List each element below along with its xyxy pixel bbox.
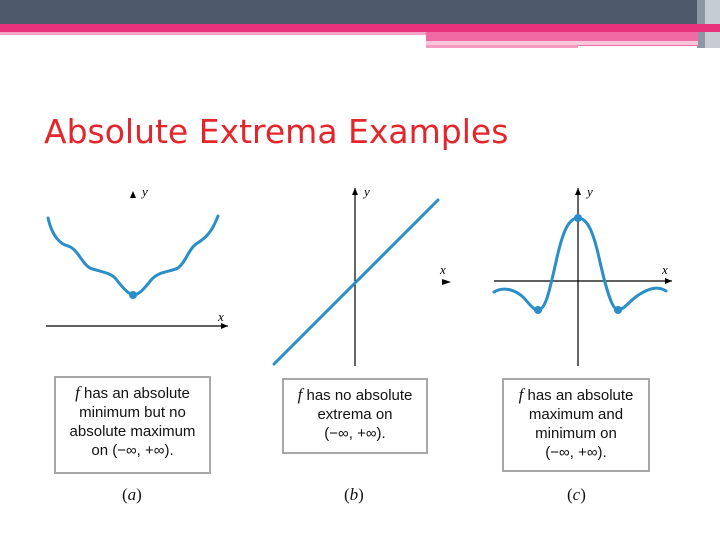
graph-c-max-point (574, 214, 582, 222)
graph-a: y x (46, 184, 228, 329)
caption-b-line-2: extrema on (317, 406, 393, 423)
graph-b-line (272, 198, 440, 366)
caption-c: f has an absolute maximum and minimum on… (502, 378, 650, 472)
caption-c-line-2: maximum and (528, 406, 624, 423)
graph-b-x-label: x (439, 262, 446, 277)
graph-b-x-arrow (442, 279, 451, 285)
accent-band (0, 24, 720, 32)
graph-a-curve (46, 214, 220, 297)
caption-a: f has an absolute minimum but no absolut… (54, 376, 211, 474)
caption-a-function: f (75, 383, 80, 402)
caption-a-line-4: on (−∞, +∞). (91, 442, 174, 459)
caption-c-function: f (518, 385, 524, 404)
label-a: (a) (122, 485, 142, 504)
graph-a-min-point (129, 291, 137, 299)
graph-a-y-label: y (140, 184, 148, 199)
accent-segment-highlight (426, 41, 698, 45)
graph-a-y-arrow (130, 191, 136, 198)
caption-b-function: f (297, 385, 303, 404)
caption-c-line-3: minimum on (535, 425, 617, 442)
label-b: (b) (344, 485, 364, 504)
caption-c-line-4: (−∞, +∞). (545, 444, 607, 461)
accent-segment-thin (426, 45, 578, 48)
caption-b: f has no absolute extrema on (−∞, +∞). (282, 378, 428, 454)
slide-title: Absolute Extrema Examples (44, 112, 509, 151)
graph-b: y x (272, 184, 451, 366)
graph-c-curve (492, 216, 668, 312)
caption-b-line-1: has no absolute (306, 387, 413, 404)
graph-c: y x (492, 184, 672, 366)
graph-c-x-label: x (661, 262, 668, 277)
graph-c-min-point-right (614, 306, 622, 314)
caption-a-line-2: minimum but no (79, 404, 186, 421)
caption-c-line-1: has an absolute (527, 387, 634, 404)
accent-thin-line (0, 32, 426, 35)
graph-b-y-label: y (362, 184, 370, 199)
graph-c-min-point-left (534, 306, 542, 314)
caption-a-line-3: absolute maximum (69, 423, 196, 440)
caption-b-line-3: (−∞, +∞). (324, 425, 386, 442)
graph-c-y-label: y (585, 184, 593, 199)
caption-a-line-1: has an absolute (83, 385, 190, 402)
label-c: (c) (567, 485, 586, 504)
header-bar (0, 0, 720, 24)
graph-a-x-label: x (217, 309, 224, 324)
